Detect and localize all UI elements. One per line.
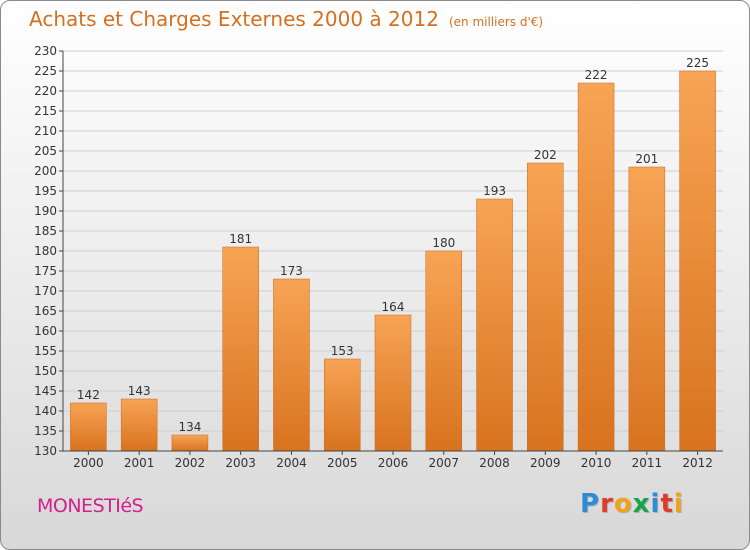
logo-letter: r bbox=[600, 489, 614, 519]
bar bbox=[70, 402, 107, 452]
chart-subtitle: (en milliers d'€) bbox=[448, 15, 544, 29]
y-tick-label: 195 bbox=[34, 184, 57, 198]
data-label: 201 bbox=[635, 152, 658, 166]
y-tick-label: 130 bbox=[34, 444, 57, 458]
data-label: 202 bbox=[534, 148, 557, 162]
logo-letter: P bbox=[580, 489, 601, 519]
y-tick-label: 160 bbox=[34, 324, 57, 338]
data-label: 193 bbox=[483, 184, 506, 198]
x-tick-label: 2003 bbox=[225, 456, 256, 470]
y-tick-label: 165 bbox=[34, 304, 57, 318]
y-tick-label: 200 bbox=[34, 164, 57, 178]
proxiti-logo: Proxiti bbox=[580, 489, 684, 519]
bar bbox=[323, 358, 361, 452]
y-tick-label: 215 bbox=[34, 104, 57, 118]
bar bbox=[120, 398, 158, 452]
bar bbox=[577, 82, 615, 452]
data-label: 153 bbox=[331, 344, 354, 358]
x-tick-label: 2012 bbox=[682, 456, 713, 470]
chart-title: Achats et Charges Externes 2000 à 2012 (e… bbox=[29, 7, 543, 31]
y-tick-label: 225 bbox=[34, 64, 57, 78]
y-tick-label: 180 bbox=[34, 244, 57, 258]
y-tick-label: 155 bbox=[34, 344, 57, 358]
x-tick-label: 2000 bbox=[73, 456, 104, 470]
x-tick-label: 2011 bbox=[632, 456, 663, 470]
x-tick-label: 2006 bbox=[378, 456, 409, 470]
data-label: 180 bbox=[432, 236, 455, 250]
data-label: 143 bbox=[128, 384, 151, 398]
x-tick-label: 2005 bbox=[327, 456, 358, 470]
bar bbox=[425, 250, 463, 452]
x-tick-label: 2009 bbox=[530, 456, 561, 470]
x-tick-label: 2007 bbox=[428, 456, 459, 470]
y-tick-label: 140 bbox=[34, 404, 57, 418]
y-tick-label: 220 bbox=[34, 84, 57, 98]
data-label: 225 bbox=[686, 56, 709, 70]
data-label: 164 bbox=[382, 300, 405, 314]
title-text: Achats et Charges Externes 2000 à 2012 bbox=[29, 7, 439, 31]
y-tick-label: 145 bbox=[34, 384, 57, 398]
x-tick-label: 2010 bbox=[581, 456, 612, 470]
data-label: 142 bbox=[77, 388, 100, 402]
logo-letter: x bbox=[632, 489, 651, 519]
y-tick-label: 185 bbox=[34, 224, 57, 238]
bar bbox=[628, 166, 666, 452]
y-tick-label: 150 bbox=[34, 364, 57, 378]
commune-name: MONESTIéS bbox=[37, 495, 144, 517]
logo-letter: o bbox=[613, 489, 633, 519]
bar bbox=[679, 70, 716, 452]
y-tick-label: 135 bbox=[34, 424, 57, 438]
x-tick-label: 2001 bbox=[124, 456, 155, 470]
data-label: 181 bbox=[229, 232, 252, 246]
y-tick-label: 210 bbox=[34, 124, 57, 138]
bar bbox=[527, 162, 564, 452]
y-tick-label: 190 bbox=[34, 204, 57, 218]
bar bbox=[476, 198, 513, 452]
bar bbox=[273, 278, 310, 452]
bar bbox=[222, 246, 259, 452]
y-tick-label: 230 bbox=[34, 44, 57, 58]
logo-letter: t bbox=[660, 489, 674, 519]
logo-letter: i bbox=[650, 489, 661, 519]
bar bbox=[374, 314, 412, 452]
y-tick-label: 170 bbox=[34, 284, 57, 298]
data-label: 134 bbox=[178, 420, 201, 434]
x-tick-label: 2004 bbox=[276, 456, 307, 470]
y-tick-label: 175 bbox=[34, 264, 57, 278]
logo-letter: i bbox=[673, 489, 684, 519]
y-tick-label: 205 bbox=[34, 144, 57, 158]
data-label: 222 bbox=[585, 68, 608, 82]
x-tick-label: 2002 bbox=[175, 456, 206, 470]
data-label: 173 bbox=[280, 264, 303, 278]
x-tick-label: 2008 bbox=[479, 456, 510, 470]
bar bbox=[171, 434, 209, 452]
